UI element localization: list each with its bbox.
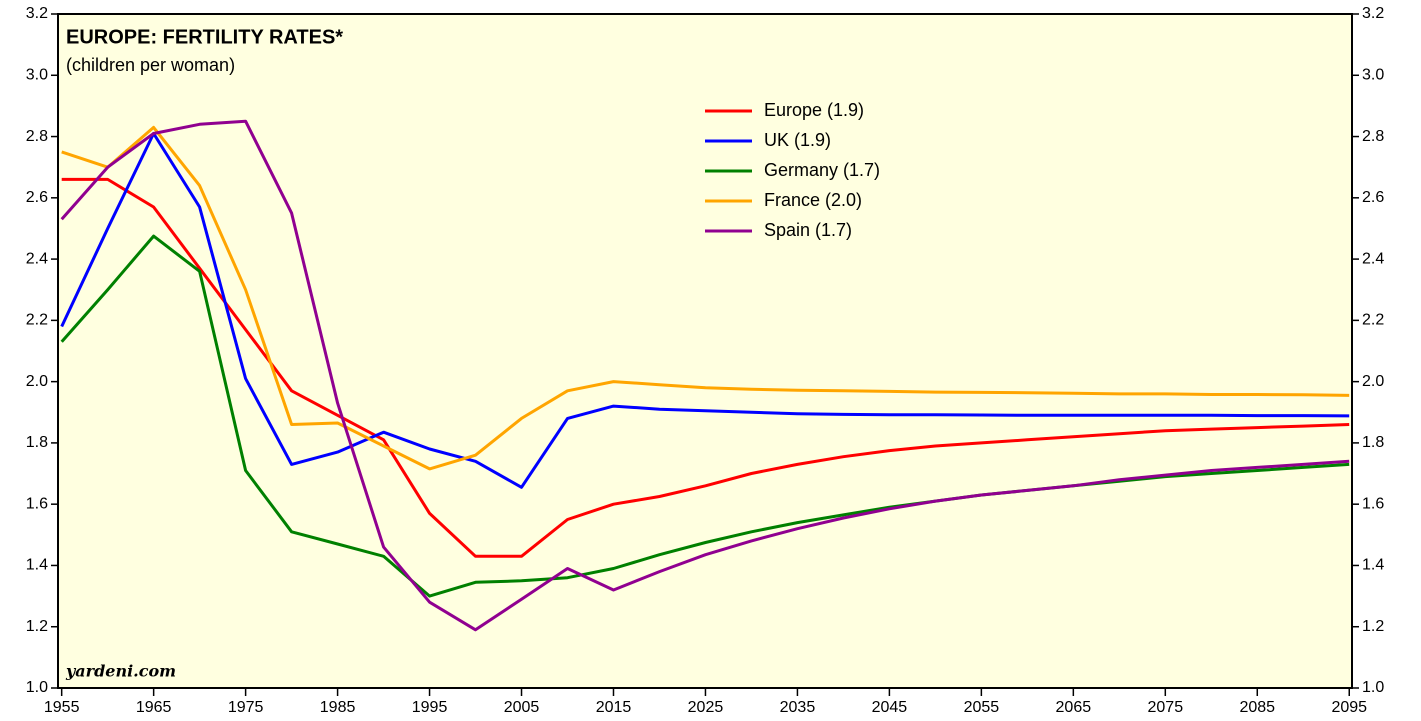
- x-tick-label: 1995: [412, 699, 448, 716]
- x-tick-label: 2025: [688, 699, 724, 716]
- y-tick-label: 1.8: [26, 434, 48, 451]
- y2-tick-label: 1.0: [1362, 679, 1384, 696]
- series-line: [61, 177, 1350, 558]
- y2-tick-label: 3.2: [1362, 5, 1384, 22]
- chart-title: EUROPE: FERTILITY RATES*: [66, 26, 343, 48]
- x-tick-label: 2075: [1148, 699, 1184, 716]
- x-tick-label: 2055: [964, 699, 1000, 716]
- y2-tick-label: 2.2: [1362, 312, 1384, 329]
- y-tick-label: 3.0: [26, 66, 48, 83]
- y-tick-label: 2.8: [26, 128, 48, 145]
- legend-label: Europe (1.9): [764, 100, 864, 120]
- y-tick-label: 1.6: [26, 495, 48, 512]
- legend-label: France (2.0): [764, 190, 862, 210]
- y-tick-label: 2.2: [26, 312, 48, 329]
- y2-tick-label: 2.6: [1362, 189, 1384, 206]
- legend-label: Spain (1.7): [764, 220, 852, 240]
- legend-label: Germany (1.7): [764, 160, 880, 180]
- y-tick-label: 2.6: [26, 189, 48, 206]
- y2-tick-label: 3.0: [1362, 66, 1384, 83]
- chart-subtitle: (children per woman): [66, 55, 235, 75]
- y2-tick-label: 1.2: [1362, 618, 1384, 635]
- y2-tick-label: 2.8: [1362, 128, 1384, 145]
- series-line: [60, 119, 1350, 632]
- x-tick-label: 1975: [228, 699, 264, 716]
- y-tick-label: 2.4: [26, 250, 48, 267]
- y-tick-label: 3.2: [26, 5, 48, 22]
- x-tick-label: 1985: [320, 699, 356, 716]
- x-tick-label: 1965: [136, 699, 172, 716]
- source: yardeni.com: [65, 662, 176, 681]
- y2-tick-label: 1.6: [1362, 495, 1384, 512]
- legend-label: UK (1.9): [764, 130, 831, 150]
- y-tick-label: 2.0: [26, 373, 48, 390]
- y-tick-label: 1.2: [26, 618, 48, 635]
- x-tick-label: 2015: [596, 699, 632, 716]
- plot-area: [57, 13, 1353, 689]
- x-tick-label: 1955: [44, 699, 80, 716]
- x-tick-label: 2095: [1331, 699, 1367, 716]
- series-line: [60, 132, 1350, 489]
- y2-tick-label: 1.8: [1362, 434, 1384, 451]
- x-tick-label: 2005: [504, 699, 540, 716]
- x-tick-label: 2045: [872, 699, 908, 716]
- y2-tick-label: 2.0: [1362, 373, 1384, 390]
- y-tick-label: 1.4: [26, 557, 48, 574]
- series-line: [61, 125, 1350, 471]
- x-tick-label: 2035: [780, 699, 816, 716]
- x-tick-label: 2085: [1239, 699, 1275, 716]
- x-tick-label: 2065: [1056, 699, 1092, 716]
- y2-tick-label: 1.4: [1362, 557, 1384, 574]
- y-tick-label: 1.0: [26, 679, 48, 696]
- y2-tick-label: 2.4: [1362, 250, 1384, 267]
